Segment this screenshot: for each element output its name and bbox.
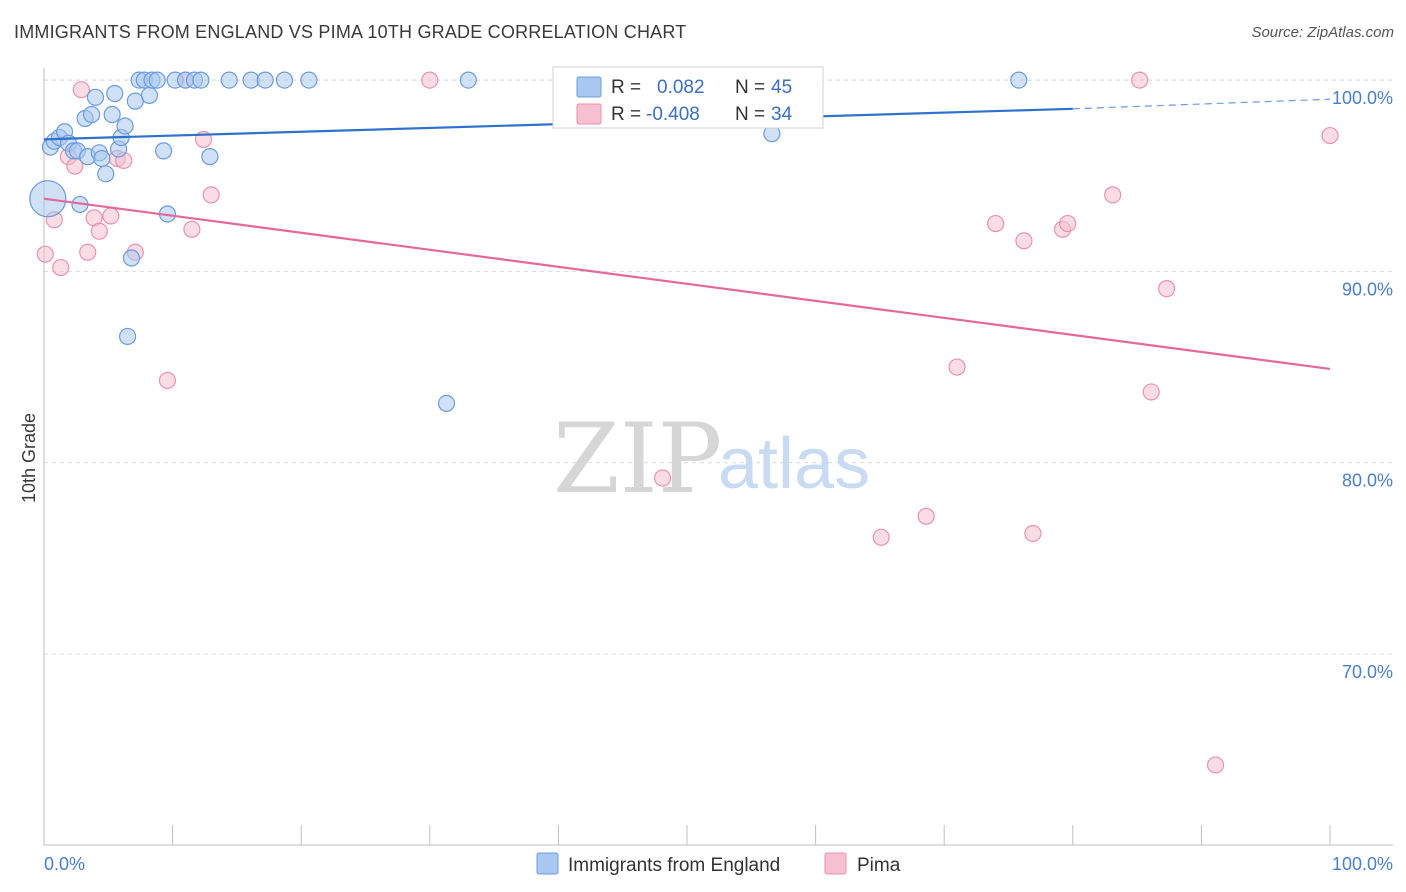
gridlines [44,79,1393,655]
watermark-zip: ZIP [553,403,722,515]
watermark-atlas: atlas [718,424,870,504]
england-point-29 [148,71,166,89]
pima-point-29 [1104,186,1122,204]
pima-point-10 [102,207,120,225]
legend-swatch-pima [576,103,602,125]
england-point-30 [154,142,173,160]
england-point-21 [116,117,134,135]
pima-point-34 [1321,126,1339,145]
x-tick-label-max: 100.0% [1332,854,1393,874]
series-pima-points [36,71,1339,774]
legend-r-label-england: R = [611,77,641,98]
y-tick-labels: 70.0% 80.0% 90.0% 100.0% [1332,88,1393,682]
pima-point-6 [72,81,90,99]
pima-point-1 [36,245,54,263]
england-point-23 [122,249,141,267]
legend-n-label-pima: N = [735,104,765,125]
legend-r-label-pima: R = [611,104,641,125]
england-point-16 [97,165,115,183]
pima-point-20 [653,469,672,487]
england-point-27 [140,86,159,105]
england-point-41 [300,71,318,89]
x-tick-label-min: 0.0% [44,854,85,874]
legend-n-label-england: N = [735,77,765,98]
england-point-15 [93,149,111,168]
legend-n-value-england: 45 [771,77,792,98]
legend-n-value-pima: 34 [771,104,793,125]
legend-r-value-england: 0.082 [657,77,705,98]
england-point-36 [201,148,219,166]
pima-point-3 [52,258,70,277]
pima-point-14 [158,371,177,390]
england-trend-extension [1072,98,1331,110]
england-point-39 [256,71,274,89]
pima-point-23 [948,358,966,376]
bottom-legend-swatch-pima [824,852,847,875]
bottom-legend-swatch-england [536,852,559,875]
pima-point-26 [1024,524,1042,543]
bottom-legend: Immigrants from England Pima [536,852,901,876]
pima-point-18 [202,186,220,204]
england-point-35 [192,71,210,89]
england-point-40 [275,71,294,89]
england-point-45 [1010,71,1028,89]
pima-point-22 [917,507,935,525]
england-point-37 [220,71,238,89]
legend-box: R = 0.082 N = 45 R = -0.408 N = 34 [552,66,824,129]
england-point-12 [82,105,101,124]
pima-point-33 [1206,756,1225,774]
pima-point-24 [987,214,1005,233]
pima-point-19 [421,71,439,89]
pima-point-25 [1015,232,1033,250]
chart-title: IMMIGRANTS FROM ENGLAND VS PIMA 10TH GRA… [14,22,687,42]
england-point-17 [103,105,121,124]
england-point-18 [106,84,124,103]
pima-point-7 [79,243,97,261]
pima-point-28 [1059,214,1077,233]
legend-swatch-england [576,76,602,98]
england-point-43 [459,71,477,89]
trend-lines [43,98,1331,371]
bottom-legend-label-england: Immigrants from England [568,855,780,876]
pima-point-31 [1142,383,1160,401]
source-label: Source: ZipAtlas.com [1251,24,1394,41]
pima-point-9 [90,222,108,240]
pima-point-30 [1131,71,1149,89]
pima-point-16 [183,220,201,238]
y-tick-label-90: 90.0% [1342,279,1393,299]
pima-point-21 [872,528,890,546]
y-tick-label-80: 80.0% [1342,471,1393,491]
england-point-22 [118,327,137,346]
pima-point-32 [1158,280,1176,298]
series-england-points [29,71,1028,412]
legend-r-value-pima: -0.408 [646,104,700,125]
y-axis-label: 10th Grade [19,413,39,503]
y-tick-label-100: 100.0% [1332,88,1393,108]
bottom-legend-label-pima: Pima [857,855,901,876]
pima-trend-line [43,197,1331,371]
y-tick-label-70: 70.0% [1342,662,1393,682]
england-point-42 [437,394,456,412]
watermark: ZIP atlas [553,403,870,515]
england-point-13 [86,88,105,106]
